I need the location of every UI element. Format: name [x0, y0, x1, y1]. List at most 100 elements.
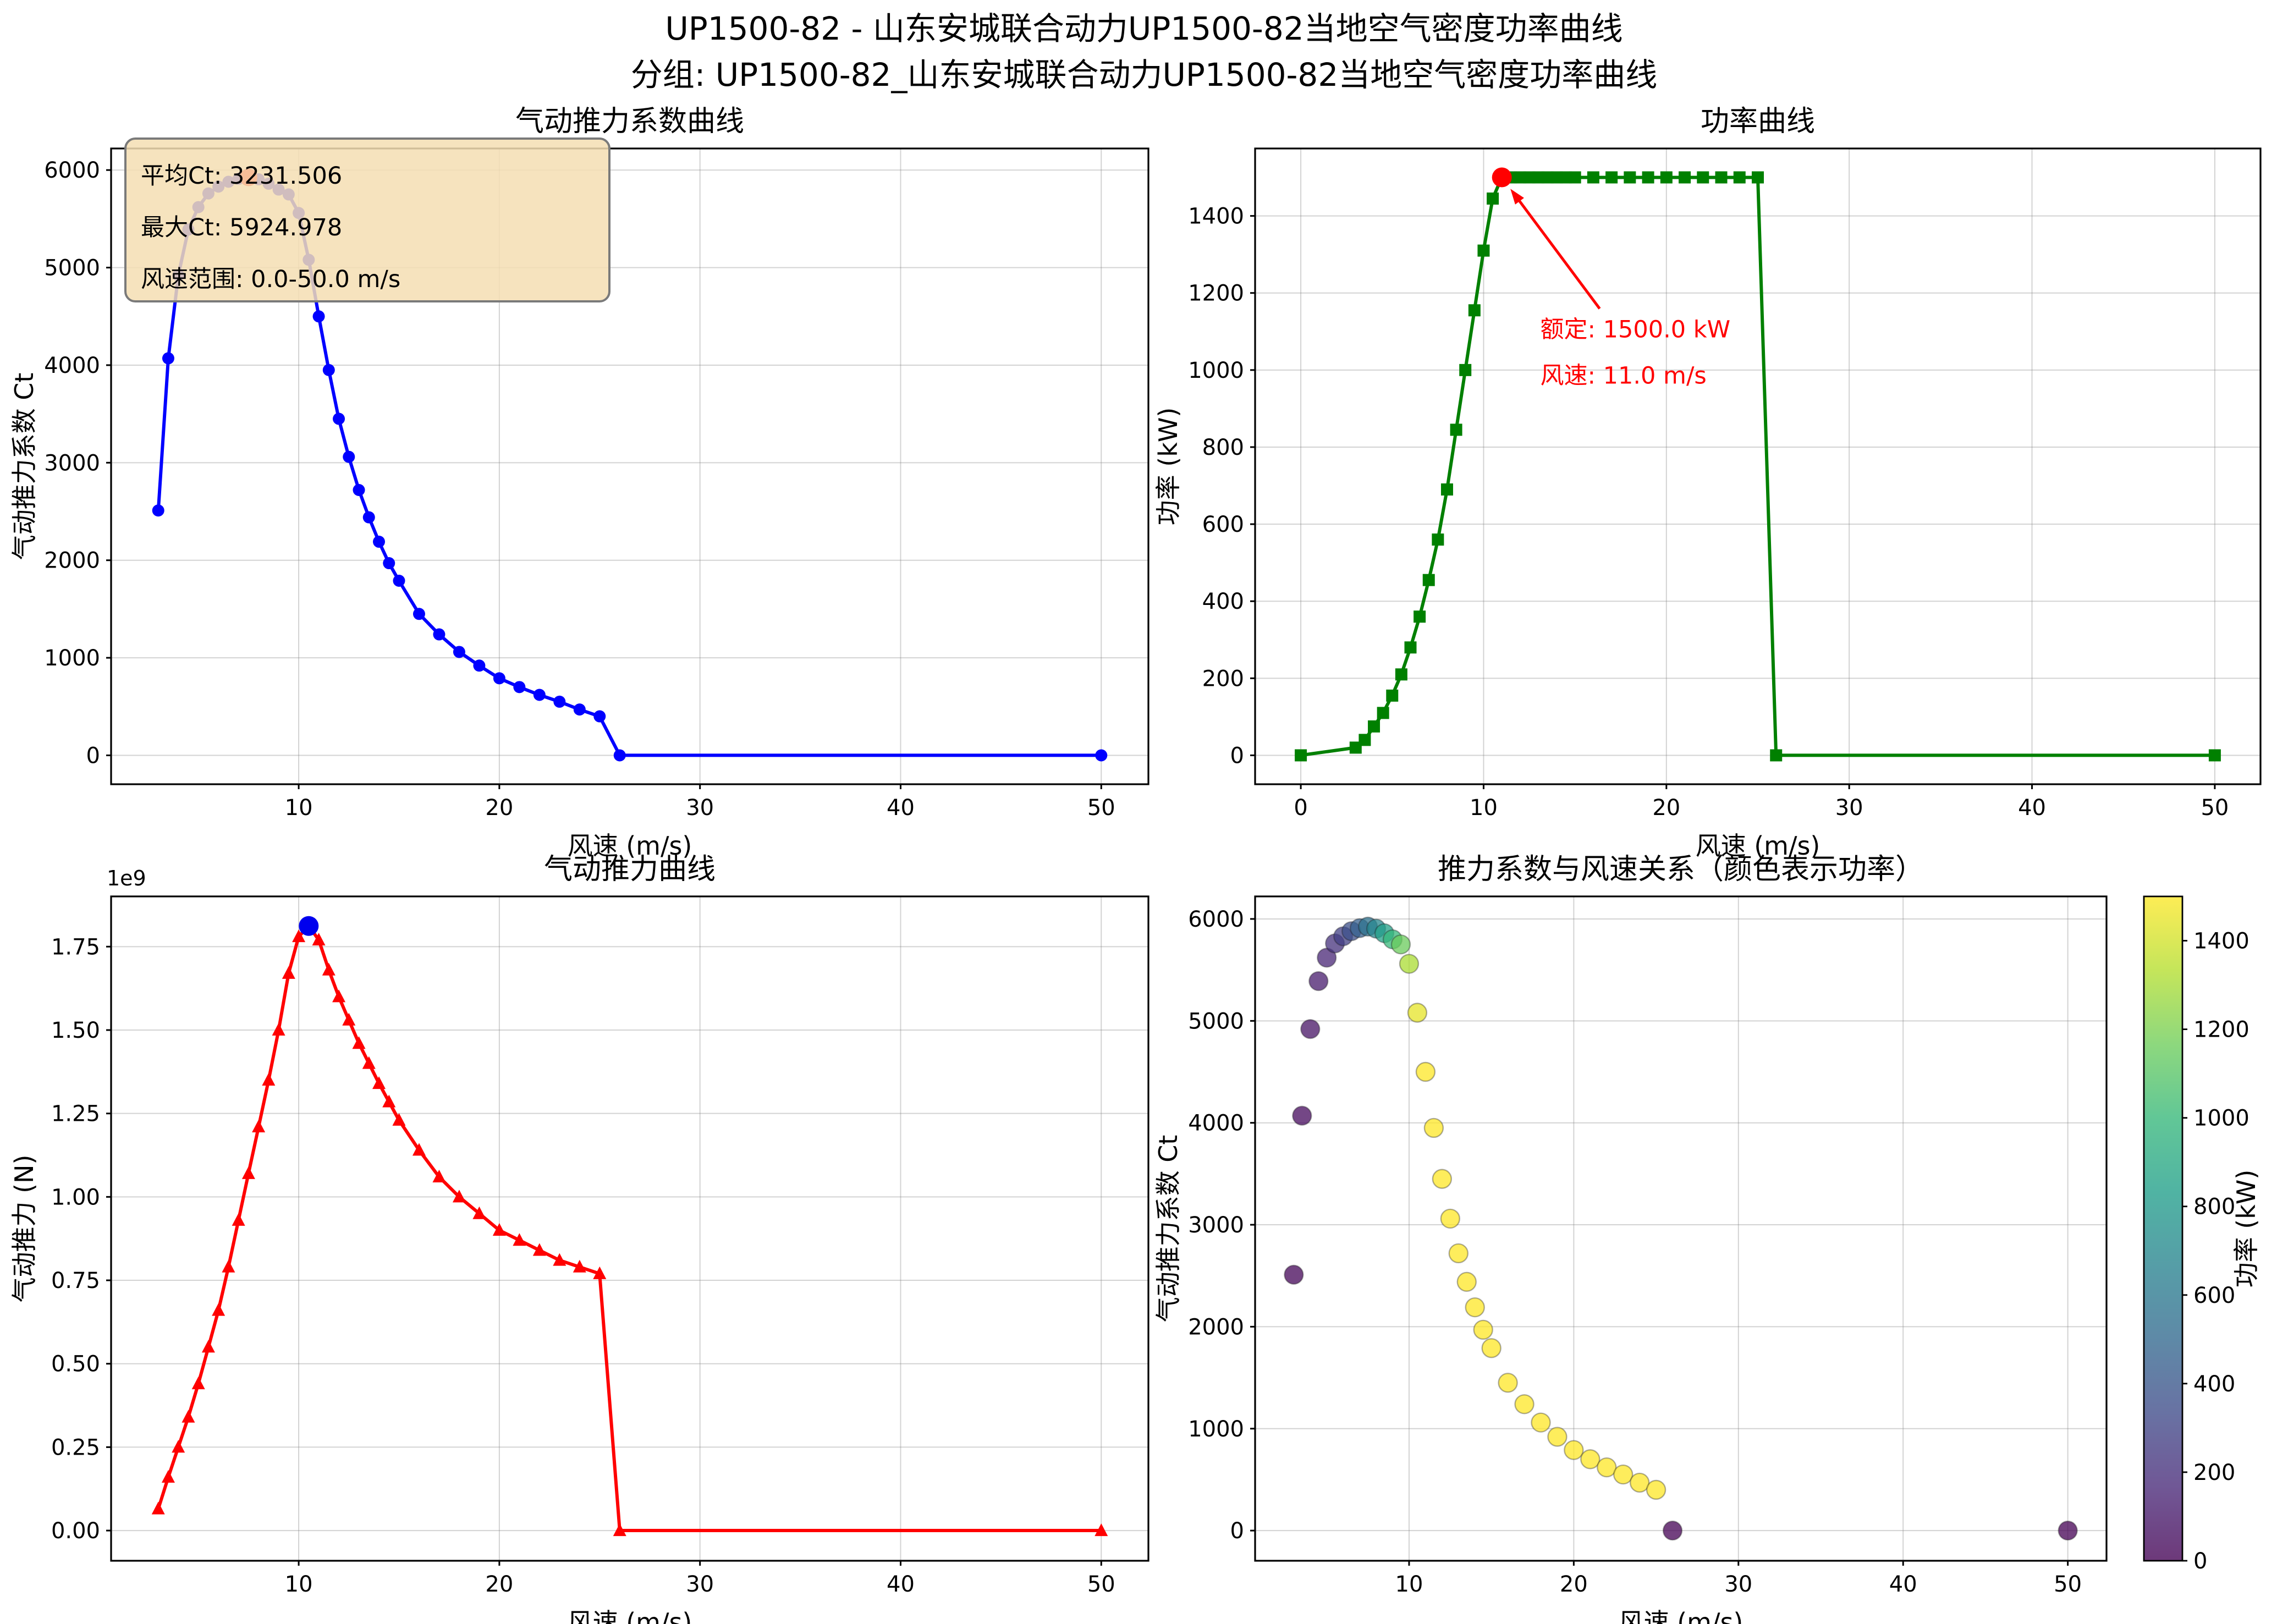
thrust_curve-y-tick-label: 1.50 [51, 1018, 100, 1043]
power_curve-y-tick-label: 0 [1230, 743, 1244, 768]
ct_vs_wind_scatter-y-tick-label: 3000 [1188, 1213, 1244, 1238]
scatter-point [1514, 1394, 1535, 1414]
thrust_curve-marker [352, 1036, 366, 1049]
scatter-point [1390, 934, 1411, 955]
ct_vs_wind_scatter-x-tick-label: 50 [2054, 1572, 2082, 1597]
thrust_curve-marker [232, 1213, 245, 1226]
power_curve-marker [1752, 171, 1764, 184]
ct_curve-marker [322, 364, 335, 376]
ct_curve-marker [1095, 749, 1108, 762]
thrust_curve-x-tick-label: 50 [1087, 1572, 1115, 1597]
scatter-point [1662, 1520, 1683, 1541]
thrust_curve-marker [322, 962, 336, 976]
power-colorbar-tick-label: 800 [2193, 1194, 2235, 1220]
power_curve-x-tick-label: 40 [2018, 795, 2046, 821]
power_curve-marker [1733, 171, 1746, 184]
power_curve-line [1299, 175, 2216, 757]
thrust_curve-line [156, 924, 1103, 1532]
power_curve-marker [1358, 734, 1371, 746]
ct_vs_wind_scatter-y-tick-label: 4000 [1188, 1111, 1244, 1136]
scatter-point [1399, 954, 1420, 974]
thrust_curve-x-tick-label: 10 [285, 1572, 313, 1597]
thrust_curve-marker [593, 1266, 607, 1279]
ct_curve-marker [373, 536, 386, 548]
ct_curve-x-tick-label: 30 [686, 795, 714, 821]
power_curve-marker [1440, 483, 1453, 496]
power_curve-y-tick-label: 1200 [1188, 281, 1244, 306]
thrust_curve-axes-frame [110, 895, 1150, 1562]
stats-info-line: 最大Ct: 5924.978 [141, 214, 342, 241]
power_curve-marker [1450, 423, 1462, 436]
thrust_curve-peak-marker [299, 916, 319, 936]
power_curve-title: 功率曲线 [1701, 105, 1815, 138]
scatter-point [1498, 1373, 1518, 1393]
thrust_curve-marker [392, 1113, 406, 1126]
thrust_curve-marker [282, 966, 295, 979]
rated-point-callout: 额定: 1500.0 kW 风速: 11.0 m/s [1510, 189, 1730, 389]
ct_curve-marker [353, 484, 365, 497]
ct_curve-y-tick-label: 0 [86, 743, 100, 768]
power_curve-marker [1523, 171, 1536, 184]
thrust_curve-marker [332, 989, 346, 1003]
scatter-point [1448, 1243, 1469, 1264]
power_curve-marker [1532, 171, 1545, 184]
ct_curve-marker [533, 689, 546, 701]
stats-info-line: 风速范围: 0.0-50.0 m/s [141, 266, 400, 293]
thrust_curve-marker [151, 1501, 165, 1515]
thrust_curve-marker [553, 1253, 566, 1266]
ct_curve-marker [393, 574, 405, 587]
thrust_curve-y-tick-label: 1.25 [51, 1102, 100, 1127]
thrust_curve-marker [182, 1410, 195, 1423]
power-colorbar-gradient [2144, 896, 2182, 1561]
ct_vs_wind_scatter-x-tick-label: 40 [1889, 1572, 1917, 1597]
thrust_curve-marker [362, 1056, 376, 1069]
scatter-point [1292, 1105, 1312, 1126]
power_curve-marker [1624, 171, 1636, 184]
thrust_curve-marker [212, 1303, 226, 1316]
thrust_curve-ticks [106, 945, 1102, 1566]
thrust_curve-y-tick-label: 1.00 [51, 1185, 100, 1210]
power_curve-marker [1386, 689, 1399, 702]
rated-callout-arrowhead [1510, 189, 1524, 205]
scatter-point [1317, 948, 1337, 968]
ct_vs_wind_scatter-x-axis-label: 风速 (m/s) [1619, 1608, 1744, 1624]
power_curve-marker [2208, 749, 2221, 762]
power_curve-marker [1550, 171, 1563, 184]
thrust_curve-marker [191, 1377, 205, 1390]
thrust_curve-marker [432, 1169, 446, 1182]
power_curve-marker [1422, 574, 1435, 586]
ct_curve-y-tick-label: 3000 [44, 450, 100, 476]
ct_curve-x-tick-label: 20 [485, 795, 513, 821]
power_curve-y-tick-label: 200 [1202, 666, 1244, 691]
thrust_curve-marker [613, 1523, 626, 1537]
scatter-point [1629, 1472, 1650, 1493]
scatter-point [1646, 1479, 1667, 1500]
ct_curve-marker [493, 672, 505, 685]
power_curve-axes-frame [1254, 147, 2262, 785]
power_curve-marker [1477, 244, 1490, 257]
rated-callout-line: 额定: 1500.0 kW [1540, 316, 1730, 343]
power_curve-marker [1295, 749, 1307, 762]
rated-callout-arrow [1514, 195, 1601, 310]
ct_curve-x-tick-label: 10 [285, 795, 313, 821]
ct_curve-y-tick-label: 5000 [44, 256, 100, 281]
scatter-point [1407, 1003, 1428, 1023]
power_curve-marker [1377, 707, 1389, 719]
rated-callout-line: 风速: 11.0 m/s [1540, 362, 1706, 389]
power_curve-marker [1432, 533, 1444, 546]
thrust_curve-marker [382, 1094, 396, 1108]
ct_curve-marker [162, 352, 174, 365]
scatter-point [1613, 1464, 1634, 1485]
power_curve-marker [1414, 610, 1426, 623]
ct_curve-marker [613, 749, 626, 762]
thrust_curve-marker [452, 1190, 466, 1203]
ct_curve-marker [473, 659, 486, 672]
power_curve-x-axis-label: 风速 (m/s) [1696, 831, 1821, 861]
ct_vs_wind_scatter-grid [1255, 896, 2106, 1561]
ct_vs_wind_scatter-plot: 10 20 30 40 50 0 1000 2000 3000 4000 5000 6000 推力系数与… [1153, 853, 2108, 1624]
thrust_curve-y-axis-label: 气动推力 (N) [9, 1155, 39, 1303]
power_curve-marker [1404, 641, 1417, 654]
thrust_curve-marker [472, 1206, 486, 1219]
ct_vs_wind_scatter-title: 推力系数与风速关系（颜色表示功率） [1438, 853, 1924, 886]
